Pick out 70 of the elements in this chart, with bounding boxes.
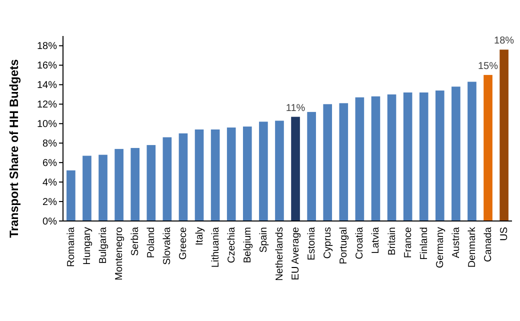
x-tick-label: Croatia <box>354 226 366 260</box>
x-tick-label: Cyprus <box>322 227 334 259</box>
bar <box>468 82 476 221</box>
bar <box>194 129 204 221</box>
bar <box>387 94 396 221</box>
x-tick-label: Montenegro <box>114 226 126 280</box>
bar <box>371 96 380 221</box>
bar <box>419 92 428 221</box>
bar <box>130 148 140 221</box>
bar <box>259 122 268 221</box>
x-tick-label: Estonia <box>306 226 318 260</box>
data-label: 11% <box>286 102 306 114</box>
bar <box>291 116 300 221</box>
x-tick-label: Lithuania <box>210 226 222 268</box>
x-tick-label: Hungary <box>82 227 93 265</box>
bar <box>452 86 460 221</box>
data-label: 18% <box>494 36 514 47</box>
x-tick-label: Poland <box>146 227 158 258</box>
bar <box>403 92 412 221</box>
x-tick-label: France <box>402 226 414 258</box>
bar <box>82 156 92 221</box>
x-tick-label: Portugal <box>338 227 350 264</box>
data-label: 15% <box>478 60 498 72</box>
bar <box>307 112 316 221</box>
x-tick-label: Belgium <box>242 227 254 264</box>
bar <box>162 137 172 221</box>
x-tick-label: Latvia <box>370 226 382 254</box>
x-tick-label: Italy <box>194 227 206 246</box>
x-tick-label: Finland <box>418 227 430 260</box>
bar <box>484 74 492 221</box>
x-tick-label: Slovakia <box>162 226 174 265</box>
x-tick-label: Greece <box>178 226 190 260</box>
y-tick-label: 14% <box>36 80 58 92</box>
x-tick-label: Germany <box>434 227 446 268</box>
bar <box>210 129 220 221</box>
bar <box>435 90 444 221</box>
x-tick-label: Denmark <box>466 226 478 268</box>
x-tick-label: Canada <box>483 226 494 262</box>
y-tick-label: 8% <box>42 138 58 150</box>
bar <box>114 148 124 221</box>
x-tick-label: Romania <box>66 226 77 268</box>
y-tick-label: 18% <box>36 41 58 52</box>
bar <box>339 103 348 221</box>
y-tick-label: 12% <box>36 100 58 111</box>
bar <box>323 104 332 221</box>
y-tick-label: 10% <box>36 119 58 130</box>
x-tick-label: Netherlands <box>274 227 286 281</box>
x-tick-label: Britain <box>386 227 398 256</box>
bar <box>66 170 76 221</box>
bar <box>226 128 236 221</box>
x-tick-label: Austria <box>450 226 462 258</box>
bar <box>178 133 188 221</box>
x-tick-label: Spain <box>258 227 270 253</box>
bar <box>355 97 364 221</box>
y-tick-label: 0% <box>42 216 58 228</box>
bar <box>275 120 284 221</box>
bar <box>500 50 508 221</box>
y-tick-label: 2% <box>42 197 58 208</box>
y-axis-title: Transport Share of HH Budgets <box>7 58 21 238</box>
bar <box>146 145 156 221</box>
bar <box>98 154 108 221</box>
y-tick-label: 6% <box>42 158 58 170</box>
x-tick-label: US <box>499 226 510 241</box>
x-tick-label: Czechia <box>226 226 238 264</box>
x-tick-label: Serbia <box>130 226 142 256</box>
x-tick-label: EU Average <box>290 226 302 280</box>
bar <box>242 126 252 221</box>
x-tick-label: Bulgaria <box>98 226 110 264</box>
y-tick-label: 16% <box>36 60 58 72</box>
y-tick-label: 4% <box>42 178 58 189</box>
